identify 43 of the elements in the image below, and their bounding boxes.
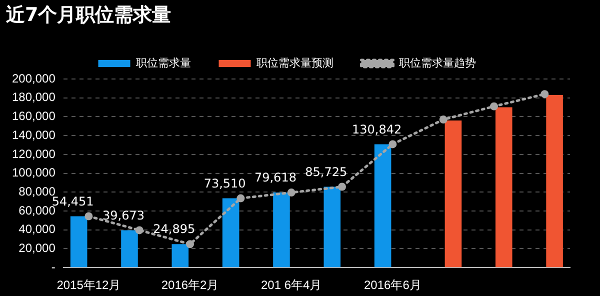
chart-title: 近7个月职位需求量 — [5, 3, 172, 28]
bar — [70, 216, 88, 268]
y-tick-label: 100,000 — [12, 166, 56, 180]
x-tick-label: 201 6年4月 — [261, 278, 322, 292]
y-tick-label: 200,000 — [12, 71, 56, 86]
point — [490, 102, 498, 110]
point — [338, 182, 346, 191]
bar — [273, 192, 290, 268]
legend-label: 职位需求量预测 — [256, 56, 334, 70]
bar — [546, 95, 563, 268]
legend-label: 职位需求量趋势 — [398, 56, 476, 70]
point — [439, 116, 448, 124]
bar — [121, 230, 138, 268]
legend-label: 职位需求量 — [136, 56, 191, 70]
x-tick-label: 2016年6月 — [364, 278, 422, 292]
bar — [444, 120, 462, 268]
point — [388, 140, 397, 148]
y-tick-label: - — [51, 260, 56, 274]
data-label: 73,510 — [204, 176, 246, 190]
bar — [172, 244, 189, 268]
point — [287, 188, 296, 197]
data-label: 79,618 — [254, 170, 296, 185]
bar — [495, 107, 512, 268]
data-label: 130,842 — [352, 122, 402, 136]
point — [84, 212, 93, 220]
bar — [324, 186, 341, 268]
x-tick-label: 2016年2月 — [161, 278, 219, 292]
y-tick-label: 120,000 — [12, 146, 56, 161]
point — [540, 90, 549, 98]
data-label: 39,673 — [102, 208, 144, 222]
point — [135, 226, 144, 234]
x-tick-label: 2015年12月 — [56, 278, 121, 292]
y-tick-label: 40,000 — [18, 222, 56, 236]
data-label: 85,725 — [305, 164, 348, 179]
bar — [374, 144, 392, 268]
bar — [222, 198, 240, 268]
y-tick-label: 180,000 — [12, 90, 56, 104]
point — [186, 240, 194, 248]
y-tick-label: 20,000 — [18, 241, 56, 256]
data-label: 24,895 — [153, 222, 196, 236]
point — [236, 194, 245, 202]
y-tick-label: 160,000 — [12, 109, 56, 124]
y-tick-label: 140,000 — [12, 128, 56, 142]
